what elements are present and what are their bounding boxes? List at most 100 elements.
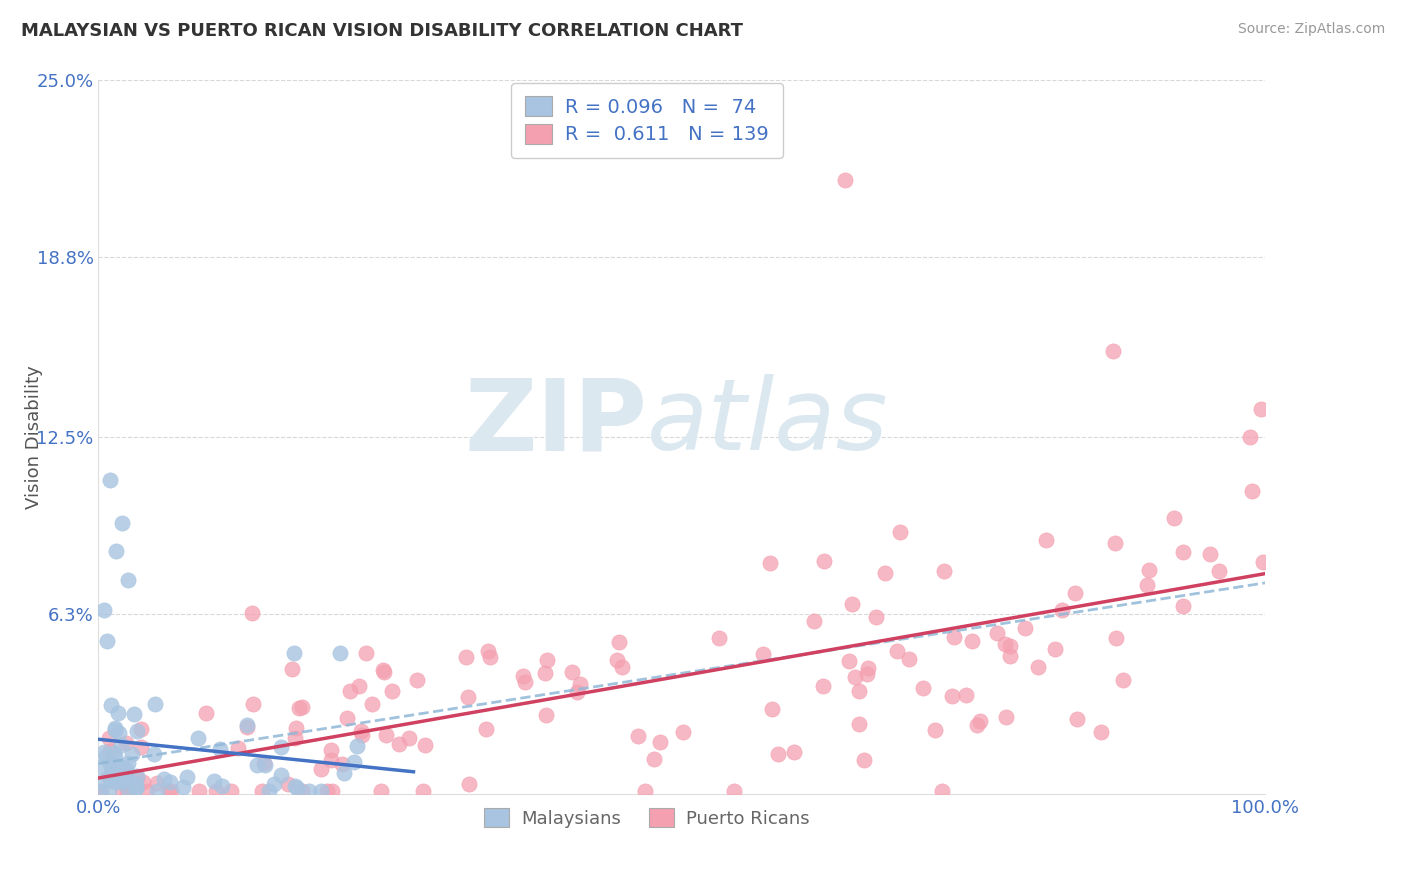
- Point: [115, 736, 138, 750]
- Point: [934, 564, 956, 578]
- Point: [285, 721, 308, 735]
- Point: [479, 650, 502, 665]
- Point: [159, 774, 181, 789]
- Point: [752, 647, 775, 661]
- Point: [955, 688, 977, 702]
- Point: [960, 633, 983, 648]
- Point: [456, 649, 478, 664]
- Point: [172, 780, 194, 795]
- Point: [356, 646, 378, 660]
- Point: [240, 606, 263, 620]
- Point: [98, 770, 121, 784]
- Point: [146, 784, 169, 798]
- Point: [1239, 430, 1261, 444]
- Point: [844, 670, 866, 684]
- Point: [1043, 642, 1066, 657]
- Point: [856, 660, 879, 674]
- Point: [125, 723, 148, 738]
- Point: [998, 648, 1021, 663]
- Point: [159, 784, 181, 798]
- Point: [104, 749, 127, 764]
- Point: [759, 556, 782, 570]
- Point: [143, 697, 166, 711]
- Point: [107, 706, 129, 720]
- Point: [360, 697, 382, 711]
- Point: [254, 758, 277, 772]
- Point: [104, 773, 127, 788]
- Point: [96, 634, 118, 648]
- Point: [280, 662, 302, 676]
- Point: [263, 777, 285, 791]
- Point: [142, 747, 165, 761]
- Point: [104, 544, 127, 558]
- Point: [135, 784, 157, 798]
- Point: [865, 610, 887, 624]
- Point: [91, 759, 114, 773]
- Point: [117, 784, 139, 798]
- Point: [513, 675, 536, 690]
- Point: [110, 772, 132, 786]
- Text: ZIP: ZIP: [464, 375, 647, 471]
- Point: [672, 724, 695, 739]
- Point: [346, 739, 368, 753]
- Point: [475, 722, 498, 736]
- Point: [931, 784, 953, 798]
- Point: [103, 774, 125, 789]
- Point: [125, 781, 148, 796]
- Point: [886, 644, 908, 658]
- Point: [856, 667, 879, 681]
- Text: Source: ZipAtlas.com: Source: ZipAtlas.com: [1237, 22, 1385, 37]
- Point: [768, 747, 790, 761]
- Point: [889, 524, 911, 539]
- Point: [157, 784, 180, 798]
- Legend: Malaysians, Puerto Ricans: Malaysians, Puerto Ricans: [477, 801, 817, 835]
- Point: [107, 759, 129, 773]
- Point: [270, 740, 292, 755]
- Point: [219, 784, 242, 798]
- Point: [650, 734, 672, 748]
- Point: [873, 566, 896, 580]
- Point: [194, 706, 217, 720]
- Point: [209, 742, 232, 756]
- Point: [316, 784, 339, 798]
- Point: [115, 769, 138, 783]
- Point: [187, 731, 209, 745]
- Point: [253, 756, 276, 771]
- Point: [129, 740, 152, 755]
- Point: [848, 716, 870, 731]
- Point: [536, 653, 558, 667]
- Point: [100, 698, 122, 712]
- Point: [145, 775, 167, 789]
- Point: [1112, 673, 1135, 688]
- Point: [413, 738, 436, 752]
- Point: [848, 684, 870, 698]
- Point: [643, 752, 665, 766]
- Point: [104, 772, 127, 786]
- Point: [841, 598, 863, 612]
- Point: [115, 766, 138, 780]
- Point: [107, 726, 129, 740]
- Point: [1199, 547, 1222, 561]
- Point: [1050, 602, 1073, 616]
- Text: atlas: atlas: [647, 375, 889, 471]
- Point: [969, 714, 991, 728]
- Point: [534, 666, 557, 681]
- Point: [350, 724, 373, 739]
- Point: [283, 646, 305, 660]
- Point: [568, 676, 591, 690]
- Point: [111, 760, 134, 774]
- Point: [1090, 725, 1112, 739]
- Point: [803, 614, 825, 628]
- Point: [117, 782, 139, 797]
- Point: [121, 747, 143, 761]
- Point: [723, 784, 745, 798]
- Point: [107, 759, 129, 773]
- Point: [98, 744, 121, 758]
- Point: [1066, 712, 1088, 726]
- Point: [1035, 533, 1057, 547]
- Point: [534, 708, 557, 723]
- Point: [152, 772, 174, 786]
- Point: [350, 728, 373, 742]
- Point: [298, 784, 321, 798]
- Point: [226, 740, 249, 755]
